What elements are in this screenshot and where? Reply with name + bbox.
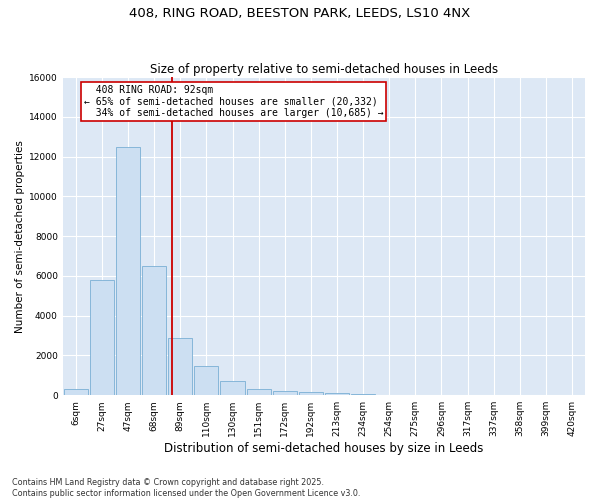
Bar bbox=[325, 393, 349, 395]
Bar bbox=[299, 392, 323, 395]
Text: 408, RING ROAD, BEESTON PARK, LEEDS, LS10 4NX: 408, RING ROAD, BEESTON PARK, LEEDS, LS1… bbox=[130, 8, 470, 20]
Text: Contains HM Land Registry data © Crown copyright and database right 2025.
Contai: Contains HM Land Registry data © Crown c… bbox=[12, 478, 361, 498]
Title: Size of property relative to semi-detached houses in Leeds: Size of property relative to semi-detach… bbox=[150, 63, 498, 76]
Bar bbox=[247, 389, 271, 395]
Bar bbox=[64, 389, 88, 395]
Y-axis label: Number of semi-detached properties: Number of semi-detached properties bbox=[15, 140, 25, 332]
Bar bbox=[377, 394, 401, 395]
Bar bbox=[116, 146, 140, 395]
Bar bbox=[168, 338, 192, 395]
Bar bbox=[351, 394, 375, 395]
Text: 408 RING ROAD: 92sqm
← 65% of semi-detached houses are smaller (20,332)
  34% of: 408 RING ROAD: 92sqm ← 65% of semi-detac… bbox=[83, 85, 383, 118]
Bar bbox=[90, 280, 114, 395]
Bar bbox=[273, 391, 297, 395]
X-axis label: Distribution of semi-detached houses by size in Leeds: Distribution of semi-detached houses by … bbox=[164, 442, 484, 455]
Bar bbox=[220, 382, 245, 395]
Bar bbox=[194, 366, 218, 395]
Bar bbox=[142, 266, 166, 395]
